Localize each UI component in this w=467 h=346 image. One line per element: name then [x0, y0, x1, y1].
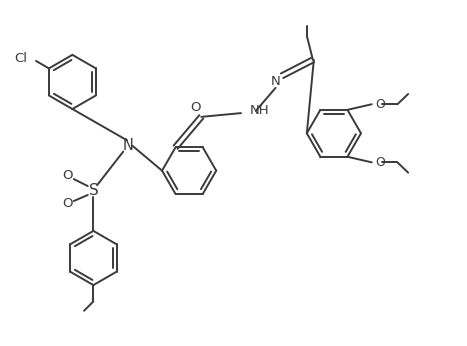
Text: N: N — [122, 138, 134, 153]
Text: Cl: Cl — [14, 52, 28, 65]
Text: O: O — [63, 197, 73, 210]
Text: O: O — [191, 101, 201, 114]
Text: N: N — [271, 75, 280, 88]
Text: O: O — [63, 169, 73, 182]
Text: NH: NH — [249, 104, 269, 117]
Text: O: O — [375, 98, 385, 111]
Text: O: O — [375, 156, 385, 169]
Text: S: S — [89, 183, 98, 198]
